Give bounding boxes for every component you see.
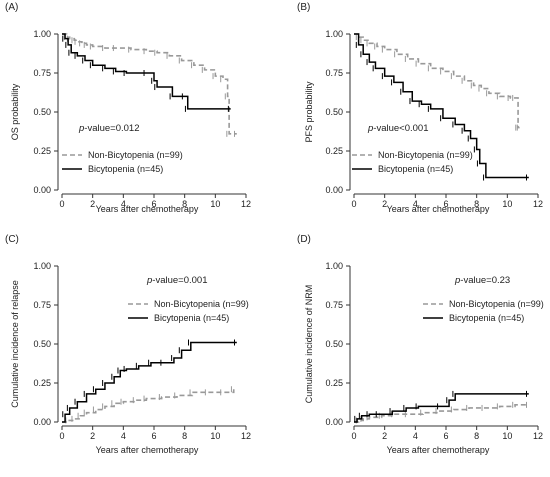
x-axis-title: Years after chemotherapy <box>96 204 199 214</box>
y-tick-label: 0.75 <box>33 300 51 310</box>
legend-item: Non-Bicytopenia (n=99) <box>154 299 249 309</box>
x-tick-label: 8 <box>182 431 187 441</box>
x-tick-label: 4 <box>413 431 418 441</box>
series-line-non-bicytopenia <box>62 389 235 423</box>
p-value-text: -value<0.001 <box>373 123 428 134</box>
p-value-italic: p <box>367 123 373 134</box>
series-line-bicytopenia <box>354 33 529 179</box>
y-tick-label: 1.00 <box>33 29 51 39</box>
y-tick-label: 0.25 <box>325 378 343 388</box>
series-line-bicytopenia <box>62 341 237 423</box>
panel-label: (B) <box>297 2 310 13</box>
series-line-non-bicytopenia <box>354 404 529 423</box>
y-tick-label: 0.25 <box>325 146 343 156</box>
x-tick-label: 12 <box>241 199 251 209</box>
y-tick-label: 0.50 <box>325 339 343 349</box>
x-tick-label: 8 <box>182 199 187 209</box>
x-tick-label: 12 <box>533 431 543 441</box>
p-value-italic: p <box>454 275 460 286</box>
legend-item: Non-Bicytopenia (n=99) <box>449 299 544 309</box>
x-tick-label: 4 <box>413 199 418 209</box>
p-value-italic: p <box>146 275 152 286</box>
y-tick-label: 1.00 <box>33 261 51 271</box>
panel-label: (A) <box>5 2 18 13</box>
p-value-annotation: p-value=0.23 <box>454 275 510 286</box>
p-value-annotation: p-value=0.001 <box>146 275 208 286</box>
x-axis-title: Years after chemotherapy <box>387 204 490 214</box>
p-value-annotation: p-value=0.012 <box>78 123 140 134</box>
x-tick-label: 2 <box>382 431 387 441</box>
legend-item: Bicytopenia (n=45) <box>449 313 524 323</box>
x-tick-label: 8 <box>474 431 479 441</box>
x-tick-label: 4 <box>121 431 126 441</box>
legend-item: Bicytopenia (n=45) <box>154 313 229 323</box>
legend-item: Bicytopenia (n=45) <box>378 164 453 174</box>
p-value-italic: p <box>78 123 84 134</box>
x-tick-label: 2 <box>382 199 387 209</box>
series-line-bicytopenia <box>62 33 231 110</box>
x-tick-label: 6 <box>151 199 156 209</box>
y-tick-label: 0.50 <box>325 107 343 117</box>
x-tick-label: 6 <box>443 431 448 441</box>
x-axis-title: Years after chemotherapy <box>96 445 199 455</box>
y-tick-label: 0.75 <box>325 68 343 78</box>
y-tick-label: 1.00 <box>325 261 343 271</box>
legend-item: Non-Bicytopenia (n=99) <box>378 150 473 160</box>
x-tick-label: 12 <box>241 431 251 441</box>
x-tick-label: 10 <box>502 431 512 441</box>
x-tick-label: 0 <box>351 431 356 441</box>
y-tick-label: 0.50 <box>33 339 51 349</box>
x-tick-label: 6 <box>443 199 448 209</box>
y-tick-label: 0.75 <box>33 68 51 78</box>
series-line-non-bicytopenia <box>62 33 237 135</box>
series-line-bicytopenia <box>354 393 529 423</box>
y-tick-label: 0.75 <box>325 300 343 310</box>
x-tick-label: 4 <box>121 199 126 209</box>
panel-label: (C) <box>5 234 19 245</box>
panel-label: (D) <box>297 234 311 245</box>
x-tick-label: 12 <box>533 199 543 209</box>
y-tick-label: 0.00 <box>325 417 343 427</box>
y-axis-title: Cumulative incidence of NRM <box>304 285 314 404</box>
x-tick-label: 0 <box>59 431 64 441</box>
series-line-non-bicytopenia <box>354 33 520 129</box>
legend-item: Bicytopenia (n=45) <box>88 164 163 174</box>
p-value-annotation: p-value<0.001 <box>367 123 429 134</box>
p-value-text: -value=0.23 <box>460 275 510 286</box>
y-axis-title: Cumulative incidence of relapse <box>10 280 20 408</box>
x-tick-label: 8 <box>474 199 479 209</box>
p-value-text: -value=0.001 <box>152 275 207 286</box>
x-tick-label: 2 <box>90 199 95 209</box>
y-axis-title: PFS probability <box>304 81 314 143</box>
chart-panel-2: (B) 0.00 0.25 0.50 0.75 1.00 0 2 4 6 8 10 12 Years af… <box>297 2 543 214</box>
x-tick-label: 10 <box>210 431 220 441</box>
x-tick-label: 0 <box>59 199 64 209</box>
y-tick-label: 0.00 <box>325 185 343 195</box>
x-tick-label: 10 <box>502 199 512 209</box>
y-tick-label: 0.50 <box>33 107 51 117</box>
y-tick-label: 0.25 <box>33 146 51 156</box>
p-value-text: -value=0.012 <box>84 123 139 134</box>
x-tick-label: 6 <box>151 431 156 441</box>
y-tick-label: 0.00 <box>33 185 51 195</box>
x-axis-title: Years after chemotherapy <box>387 445 490 455</box>
x-tick-label: 10 <box>210 199 220 209</box>
y-tick-label: 0.00 <box>33 417 51 427</box>
y-tick-label: 0.25 <box>33 378 51 388</box>
x-tick-label: 0 <box>351 199 356 209</box>
chart-panel-4: (D) 0.00 0.25 0.50 0.75 1.00 0 2 4 6 8 10 12 Years af… <box>297 234 544 455</box>
chart-panel-1: (A) 0.00 0.25 0.50 0.75 1.00 0 2 4 6 8 10 12 Years af… <box>5 2 251 214</box>
y-tick-label: 1.00 <box>325 29 343 39</box>
legend-item: Non-Bicytopenia (n=99) <box>88 150 183 160</box>
x-tick-label: 2 <box>90 431 95 441</box>
chart-panel-3: (C) 0.00 0.25 0.50 0.75 1.00 0 2 4 6 8 10 12 Years af… <box>5 234 251 455</box>
y-axis-title: OS probability <box>10 83 20 140</box>
